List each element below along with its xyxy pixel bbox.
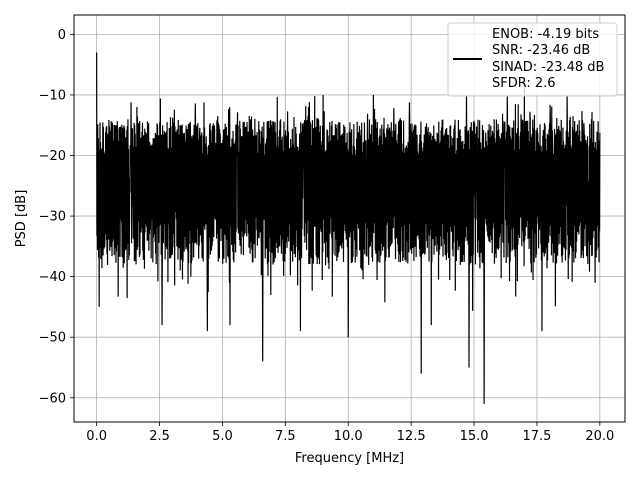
x-tick-label: 15.0: [460, 429, 489, 444]
legend-box: [447, 22, 618, 97]
y-tick-label: −20: [39, 149, 66, 164]
plot-frame: [73, 14, 626, 423]
y-tick-label: −50: [39, 331, 66, 346]
x-tick-label: 0.0: [86, 429, 107, 444]
legend-enob: ENOB: -4.19 bits: [492, 27, 599, 42]
legend-snr: SNR: -23.46 dB: [492, 43, 590, 58]
x-tick-label: 10.0: [334, 429, 363, 444]
legend-sinad: SINAD: -23.48 dB: [492, 60, 604, 75]
y-tick-label: −60: [39, 391, 66, 406]
legend-sfdr: SFDR: 2.6: [492, 76, 556, 91]
psd-series-line: [96, 52, 601, 404]
legend: ENOB: -4.19 bits SNR: -23.46 dB SINAD: -…: [447, 22, 618, 97]
x-tick-label: 17.5: [522, 429, 551, 444]
x-tick-label: 7.5: [275, 429, 296, 444]
series-layer: [96, 52, 601, 404]
y-tick-label: −10: [39, 88, 66, 103]
y-axis-label: PSD [dB]: [14, 190, 29, 248]
x-tick-label: 5.0: [212, 429, 233, 444]
y-tick-label: 0: [58, 28, 66, 43]
y-tick-label: −30: [39, 210, 66, 225]
x-tick-label: 12.5: [397, 429, 426, 444]
y-tick-label: −40: [39, 270, 66, 285]
x-axis-label: Frequency [MHz]: [295, 451, 404, 466]
x-tick-label: 2.5: [149, 429, 170, 444]
x-tick-label: 20.0: [585, 429, 614, 444]
ticks: 0.0 2.5 5.0 7.5 10.0 12.5 15.0 17.5 20.0 0 −10 −20 −…: [39, 28, 615, 444]
